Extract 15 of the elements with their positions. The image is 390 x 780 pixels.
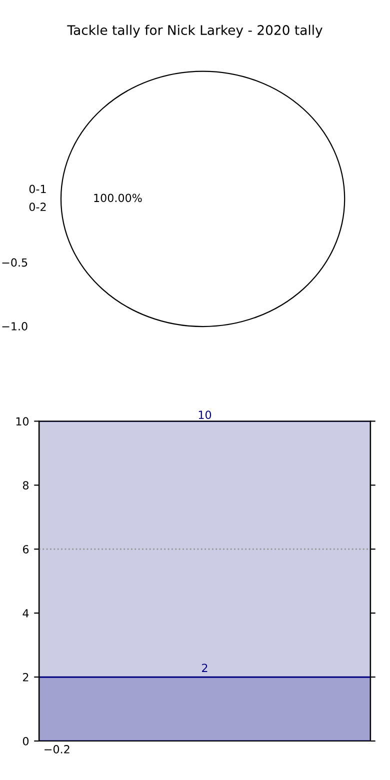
total-label: 10 — [198, 410, 212, 420]
text: −1.0 — [2, 322, 28, 330]
slice-label: 0-2 — [29, 202, 46, 212]
text: −0.2 — [44, 745, 70, 754]
y-tick-label: 10 — [16, 417, 29, 426]
y-tick-label: 0 — [22, 736, 29, 746]
category-label: 0-1 — [29, 184, 46, 194]
chart-title: Tackle tally for Nick Larkey - 2020 tally — [67, 24, 322, 38]
y-tick-label: 6 — [22, 545, 29, 554]
data-label: 2 — [202, 664, 208, 672]
text: −0.5 — [2, 258, 28, 267]
data-label: 100.00% — [94, 194, 142, 202]
y-tick-label: 4 — [22, 609, 29, 618]
y-tick-label: 2 — [23, 673, 28, 682]
y-tick-label: 8 — [22, 481, 29, 490]
